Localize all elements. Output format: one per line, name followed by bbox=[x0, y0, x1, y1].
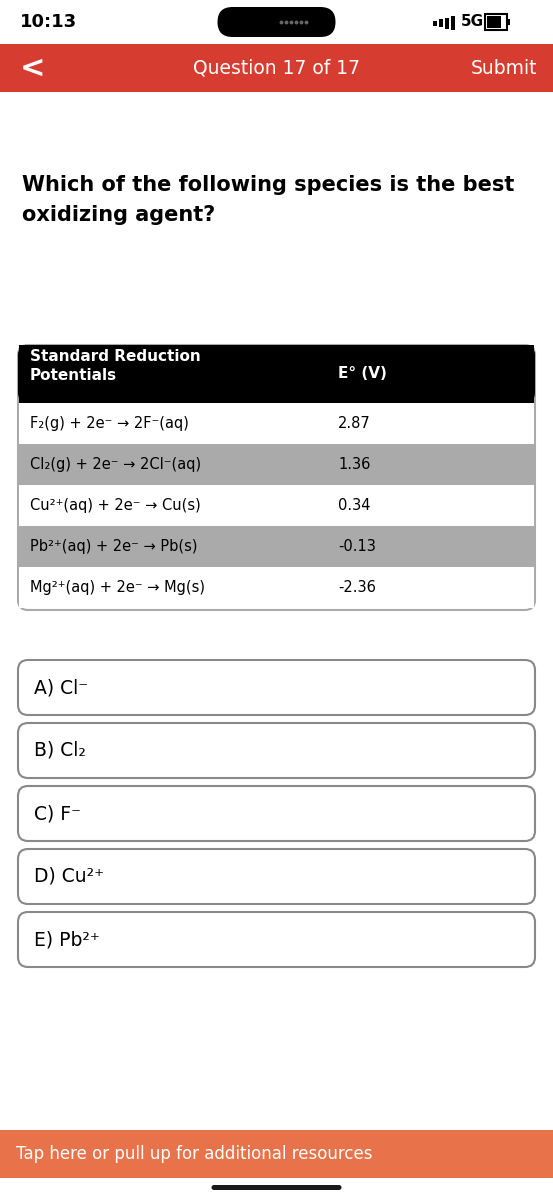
FancyBboxPatch shape bbox=[18, 346, 535, 403]
Text: Question 17 of 17: Question 17 of 17 bbox=[193, 59, 360, 78]
Text: E) Pb²⁺: E) Pb²⁺ bbox=[34, 930, 100, 949]
Text: C) F⁻: C) F⁻ bbox=[34, 804, 81, 823]
Bar bbox=[433, 20, 437, 25]
FancyBboxPatch shape bbox=[217, 7, 336, 37]
Text: B) Cl₂: B) Cl₂ bbox=[34, 740, 86, 760]
Text: A) Cl⁻: A) Cl⁻ bbox=[34, 678, 88, 697]
Text: Tap here or pull up for additional resources: Tap here or pull up for additional resou… bbox=[16, 1145, 373, 1163]
Bar bbox=[19, 403, 534, 444]
Bar bbox=[451, 16, 455, 30]
Text: 1.36: 1.36 bbox=[338, 457, 371, 472]
FancyBboxPatch shape bbox=[18, 912, 535, 967]
Text: D) Cu²⁺: D) Cu²⁺ bbox=[34, 866, 104, 886]
FancyBboxPatch shape bbox=[18, 346, 535, 610]
Bar bbox=[19, 346, 534, 403]
Text: -0.13: -0.13 bbox=[338, 539, 376, 554]
FancyBboxPatch shape bbox=[18, 786, 535, 841]
Text: Mg²⁺(aq) + 2e⁻ → Mg(s): Mg²⁺(aq) + 2e⁻ → Mg(s) bbox=[30, 580, 205, 595]
Text: 0.34: 0.34 bbox=[338, 498, 371, 514]
Text: 5G: 5G bbox=[461, 14, 484, 30]
Bar bbox=[445, 18, 449, 29]
Text: 10:13: 10:13 bbox=[20, 13, 77, 31]
Bar bbox=[19, 566, 534, 608]
Text: Pb²⁺(aq) + 2e⁻ → Pb(s): Pb²⁺(aq) + 2e⁻ → Pb(s) bbox=[30, 539, 197, 554]
Text: 2.87: 2.87 bbox=[338, 416, 371, 431]
Text: Submit: Submit bbox=[471, 59, 537, 78]
FancyBboxPatch shape bbox=[18, 722, 535, 778]
FancyBboxPatch shape bbox=[211, 1186, 342, 1190]
Bar bbox=[0, 1130, 553, 1178]
Bar bbox=[507, 19, 510, 25]
Bar bbox=[439, 19, 443, 26]
Bar bbox=[0, 0, 553, 44]
Bar bbox=[485, 14, 507, 30]
Text: Standard Reduction
Potentials: Standard Reduction Potentials bbox=[30, 348, 201, 383]
Bar bbox=[19, 444, 534, 485]
Bar bbox=[19, 485, 534, 526]
Text: E° (V): E° (V) bbox=[338, 366, 387, 382]
Text: -2.36: -2.36 bbox=[338, 580, 376, 595]
FancyBboxPatch shape bbox=[18, 660, 535, 715]
Bar bbox=[487, 16, 501, 28]
Text: Cl₂(g) + 2e⁻ → 2Cl⁻(aq): Cl₂(g) + 2e⁻ → 2Cl⁻(aq) bbox=[30, 457, 201, 472]
Text: F₂(g) + 2e⁻ → 2F⁻(aq): F₂(g) + 2e⁻ → 2F⁻(aq) bbox=[30, 416, 189, 431]
FancyBboxPatch shape bbox=[18, 850, 535, 904]
Bar bbox=[0, 44, 553, 92]
Text: <: < bbox=[20, 54, 45, 83]
Text: Cu²⁺(aq) + 2e⁻ → Cu(s): Cu²⁺(aq) + 2e⁻ → Cu(s) bbox=[30, 498, 201, 514]
Text: Which of the following species is the best
oxidizing agent?: Which of the following species is the be… bbox=[22, 175, 514, 224]
Bar bbox=[19, 526, 534, 566]
